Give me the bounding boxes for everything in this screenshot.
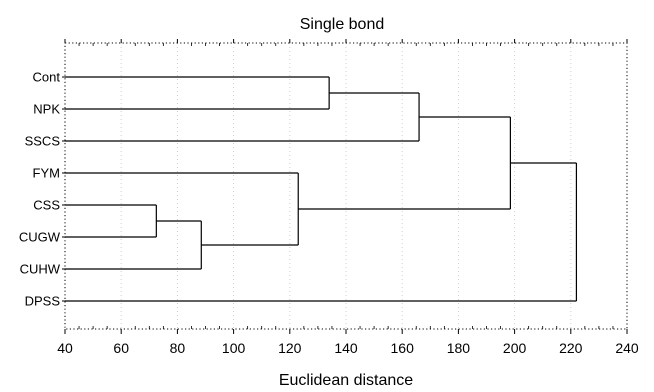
x-axis: 40 60 80 100 120 140 160 180 200 220 240: [57, 39, 639, 356]
x-tick-label: 100: [222, 340, 246, 356]
dendrogram-branches: [65, 76, 578, 302]
x-axis-label: Euclidean distance: [279, 372, 413, 389]
x-tick-label: 220: [559, 340, 583, 356]
x-tick-label: 120: [278, 340, 302, 356]
grid: [120, 43, 572, 329]
x-tick-label: 200: [503, 340, 527, 356]
x-tick-label: 80: [170, 340, 186, 356]
leaf-label: FYM: [33, 166, 60, 181]
leaf-label: SSCS: [25, 134, 61, 149]
chart-title: Single bond: [300, 16, 385, 33]
leaf-label: CSS: [33, 198, 60, 213]
x-tick-label: 40: [57, 340, 73, 356]
x-tick-label: 180: [447, 340, 471, 356]
x-tick-label: 160: [391, 340, 415, 356]
x-tick-label: 240: [615, 340, 639, 356]
leaf-label: CUGW: [19, 230, 61, 245]
x-tick-label: 140: [334, 340, 358, 356]
leaf-label: Cont: [33, 70, 61, 85]
leaf-label: CUHW: [20, 262, 61, 277]
plot-frame: [64, 42, 628, 330]
leaf-labels: Cont NPK SSCS FYM CSS CUGW CUHW DPSS: [19, 70, 65, 309]
leaf-label: NPK: [33, 102, 60, 117]
x-tick-label: 60: [113, 340, 129, 356]
leaf-label: DPSS: [25, 294, 61, 309]
